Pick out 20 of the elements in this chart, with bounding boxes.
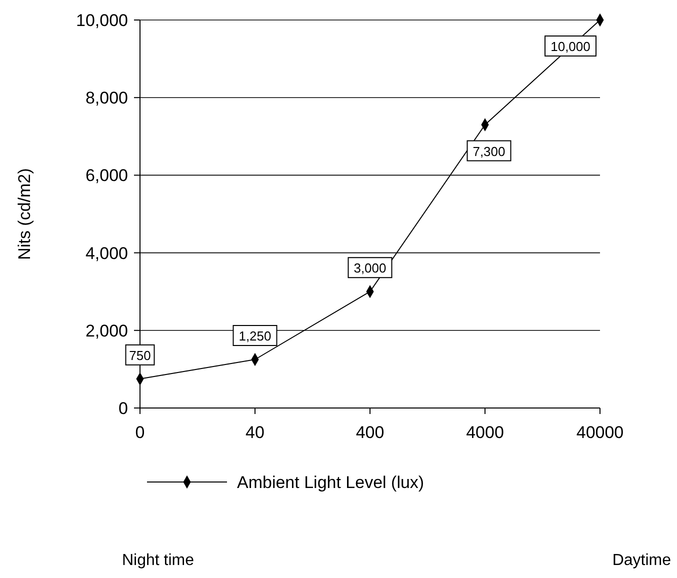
y-tick-label: 4,000	[85, 244, 128, 263]
data-label: 1,250	[238, 328, 272, 344]
x-tick-label: 40000	[576, 423, 624, 442]
y-axis-title: Nits (cd/m2)	[15, 168, 34, 260]
legend-label: Ambient Light Level (lux)	[237, 473, 424, 492]
y-tick-label: 10,000	[76, 11, 128, 30]
data-label: 3,000	[354, 260, 386, 276]
x-tick-label: 400	[356, 423, 384, 442]
y-tick-label: 0	[118, 399, 128, 418]
data-label: 7,300	[472, 144, 506, 159]
data-label: 750	[129, 348, 151, 363]
text: Daytime	[612, 552, 672, 569]
y-tick-label: 6,000	[85, 166, 128, 186]
y-tick-label: 2,000	[85, 321, 128, 340]
y-tick-label: 8,000	[85, 88, 128, 108]
data-label: 10,000	[550, 39, 590, 54]
x-tick-label: 40	[246, 423, 264, 442]
x-tick-label: 0	[135, 423, 145, 442]
text: Night time	[122, 552, 194, 569]
x-tick-label: 4000	[466, 423, 504, 442]
